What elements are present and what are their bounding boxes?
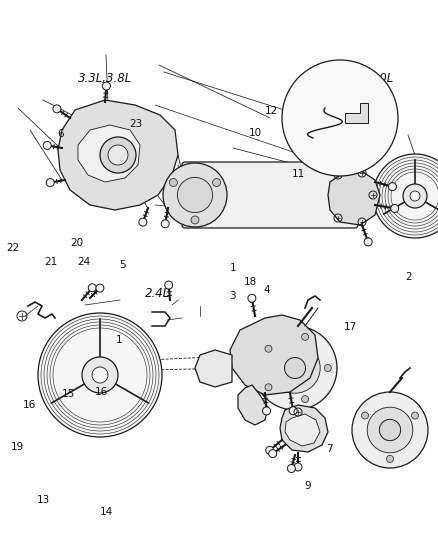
Circle shape — [409, 191, 419, 201]
Circle shape — [289, 407, 297, 415]
Polygon shape — [344, 103, 367, 123]
Circle shape — [108, 145, 128, 165]
Circle shape — [324, 365, 331, 372]
Circle shape — [366, 407, 412, 453]
Circle shape — [169, 179, 177, 187]
Text: 9: 9 — [303, 481, 310, 491]
Text: 22: 22 — [7, 244, 20, 253]
Text: 16: 16 — [94, 387, 107, 397]
Circle shape — [402, 184, 426, 208]
Text: 17: 17 — [343, 322, 356, 332]
Polygon shape — [58, 100, 177, 210]
Polygon shape — [284, 414, 319, 446]
Circle shape — [281, 60, 397, 176]
Circle shape — [372, 154, 438, 238]
Circle shape — [364, 238, 371, 246]
Text: 18: 18 — [243, 278, 256, 287]
Circle shape — [293, 463, 301, 471]
Circle shape — [252, 326, 336, 410]
Text: 14: 14 — [99, 507, 113, 516]
FancyBboxPatch shape — [182, 162, 357, 228]
Circle shape — [360, 412, 367, 419]
Text: 3.0L: 3.0L — [368, 72, 394, 85]
Circle shape — [82, 357, 118, 393]
Circle shape — [212, 179, 220, 187]
Circle shape — [265, 446, 273, 454]
Text: 1: 1 — [229, 263, 236, 272]
Circle shape — [162, 163, 226, 227]
Text: 20: 20 — [70, 238, 83, 248]
Text: 12: 12 — [264, 106, 277, 116]
Text: 5: 5 — [119, 261, 126, 270]
Circle shape — [247, 294, 255, 302]
Polygon shape — [237, 385, 267, 425]
Circle shape — [262, 407, 270, 415]
Circle shape — [265, 345, 272, 352]
Circle shape — [164, 281, 172, 289]
Circle shape — [269, 343, 319, 393]
Circle shape — [46, 179, 54, 187]
Circle shape — [301, 333, 308, 341]
Polygon shape — [327, 170, 379, 225]
Text: 2: 2 — [404, 272, 411, 282]
Text: 4: 4 — [263, 286, 270, 295]
Polygon shape — [230, 315, 317, 395]
Circle shape — [88, 284, 96, 292]
Polygon shape — [194, 350, 231, 387]
Circle shape — [351, 392, 427, 468]
Text: 3: 3 — [229, 291, 236, 301]
Text: 21: 21 — [44, 257, 57, 267]
Text: 2.4L: 2.4L — [145, 287, 170, 300]
Circle shape — [378, 419, 400, 441]
Circle shape — [95, 284, 104, 292]
Text: 6: 6 — [57, 130, 64, 139]
Text: 7: 7 — [325, 444, 332, 454]
Circle shape — [301, 395, 308, 402]
Text: 15: 15 — [61, 390, 74, 399]
Text: 19: 19 — [11, 442, 24, 451]
Circle shape — [102, 82, 110, 90]
Text: 23: 23 — [129, 119, 142, 128]
Polygon shape — [78, 125, 140, 182]
Circle shape — [38, 313, 162, 437]
Circle shape — [287, 465, 295, 473]
Circle shape — [161, 220, 169, 228]
Circle shape — [265, 384, 272, 391]
Circle shape — [92, 367, 108, 383]
Circle shape — [100, 137, 136, 173]
Circle shape — [43, 141, 51, 149]
Circle shape — [388, 183, 396, 191]
Text: 24: 24 — [77, 257, 90, 267]
Circle shape — [138, 218, 147, 226]
Circle shape — [390, 205, 398, 213]
Text: 3.3L,3.8L: 3.3L,3.8L — [78, 72, 132, 85]
Circle shape — [284, 358, 305, 378]
Text: 16: 16 — [23, 400, 36, 410]
Circle shape — [268, 450, 276, 458]
Circle shape — [410, 412, 417, 419]
Circle shape — [177, 177, 212, 213]
Text: 11: 11 — [291, 169, 304, 179]
Circle shape — [53, 105, 61, 113]
Circle shape — [191, 216, 198, 224]
Text: 10: 10 — [248, 128, 261, 138]
Text: 13: 13 — [36, 495, 49, 505]
Circle shape — [385, 455, 392, 463]
Text: 1: 1 — [116, 335, 123, 345]
Polygon shape — [279, 405, 327, 452]
